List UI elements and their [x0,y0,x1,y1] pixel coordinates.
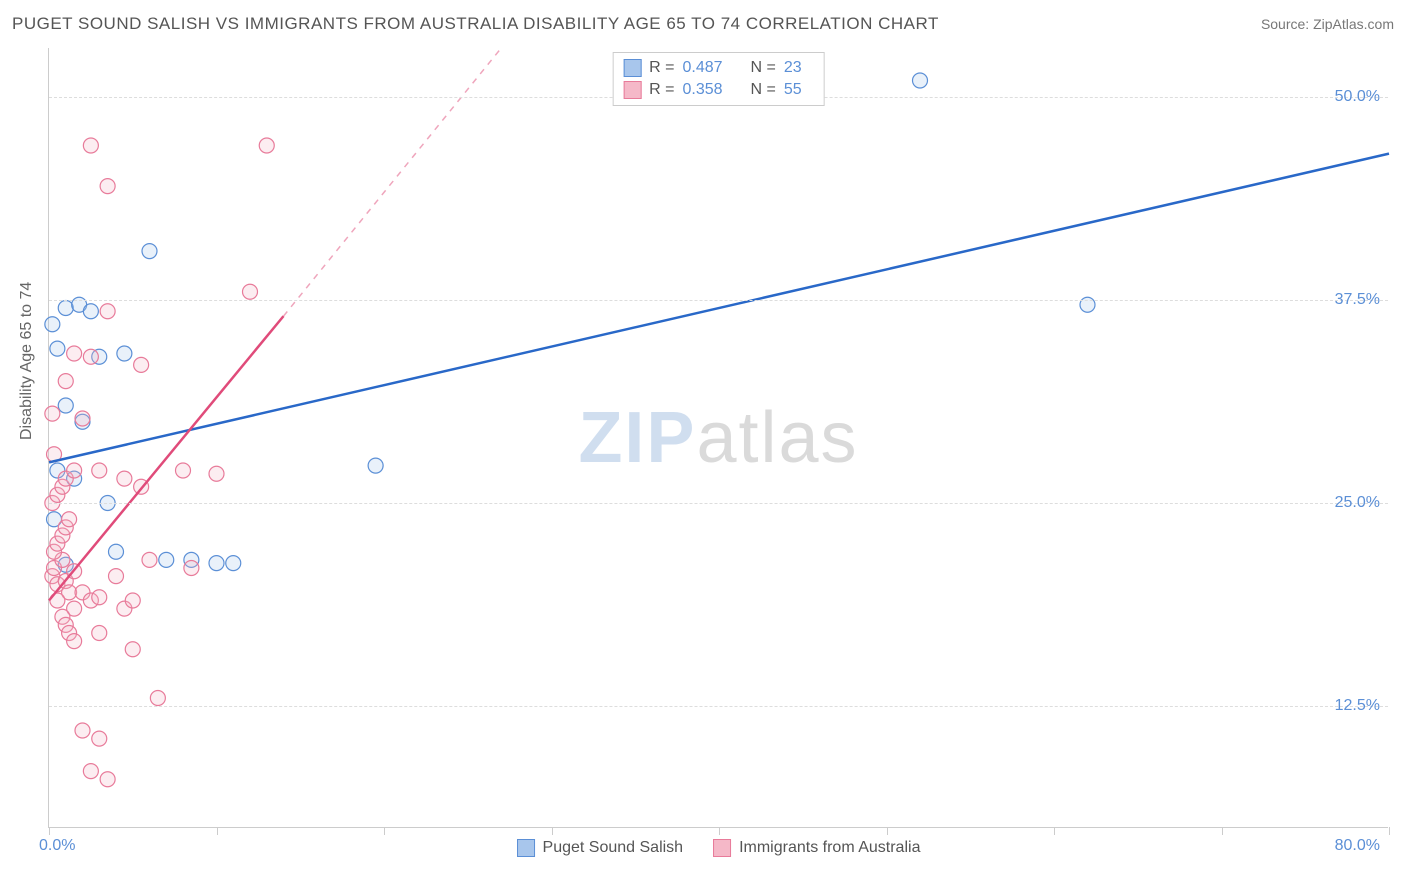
data-point [83,304,98,319]
plot-area: ZIPatlas R = 0.487 N = 23 R = 0.358 N = … [48,48,1388,828]
data-point [913,73,928,88]
x-tick [49,827,50,835]
data-point [184,561,199,576]
y-tick-label: 25.0% [1335,494,1380,512]
legend-item-0: Puget Sound Salish [517,839,684,857]
data-point [125,593,140,608]
chart-title: PUGET SOUND SALISH VS IMMIGRANTS FROM AU… [12,14,939,34]
source-name: ZipAtlas.com [1313,16,1394,32]
x-tick [384,827,385,835]
r-prefix-0: R = [649,59,674,77]
n-prefix-1: N = [751,81,776,99]
source-attribution: Source: ZipAtlas.com [1261,16,1394,32]
x-tick [217,827,218,835]
data-point [243,284,258,299]
r-value-1: 0.358 [683,81,743,99]
data-point [58,301,73,316]
data-point [209,466,224,481]
data-point [159,552,174,567]
series-legend: Puget Sound Salish Immigrants from Austr… [517,839,921,857]
gridline-h [49,503,1388,504]
data-point [67,634,82,649]
legend-swatch-1 [713,839,731,857]
data-point [92,463,107,478]
correlation-row-1: R = 0.358 N = 55 [623,79,814,101]
trend-line-dashed [284,48,502,316]
trend-line [49,154,1389,463]
data-point [50,341,65,356]
data-point [150,691,165,706]
data-point [117,471,132,486]
n-value-1: 55 [784,81,814,99]
data-point [259,138,274,153]
data-point [100,772,115,787]
data-point [75,411,90,426]
x-tick [1222,827,1223,835]
n-prefix-0: N = [751,59,776,77]
gridline-h [49,706,1388,707]
data-point [75,723,90,738]
data-point [109,569,124,584]
data-point [83,138,98,153]
y-tick-label: 12.5% [1335,697,1380,715]
r-value-0: 0.487 [683,59,743,77]
data-point [83,764,98,779]
gridline-h [49,300,1388,301]
chart-svg [49,48,1388,827]
data-point [58,374,73,389]
n-value-0: 23 [784,59,814,77]
x-tick [1389,827,1390,835]
data-point [92,590,107,605]
swatch-series-0 [623,59,641,77]
data-point [45,406,60,421]
data-point [62,512,77,527]
data-point [226,556,241,571]
data-point [58,398,73,413]
legend-swatch-0 [517,839,535,857]
x-tick [1054,827,1055,835]
correlation-row-0: R = 0.487 N = 23 [623,57,814,79]
y-tick-label: 50.0% [1335,88,1380,106]
data-point [117,346,132,361]
r-prefix-1: R = [649,81,674,99]
data-point [134,357,149,372]
legend-label-1: Immigrants from Australia [739,839,920,857]
x-tick [887,827,888,835]
data-point [92,731,107,746]
data-point [67,346,82,361]
data-point [368,458,383,473]
x-tick [719,827,720,835]
x-tick [552,827,553,835]
data-point [100,179,115,194]
data-point [100,304,115,319]
correlation-legend: R = 0.487 N = 23 R = 0.358 N = 55 [612,52,825,106]
swatch-series-1 [623,81,641,99]
data-point [109,544,124,559]
data-point [209,556,224,571]
data-point [142,552,157,567]
data-point [176,463,191,478]
data-point [125,642,140,657]
chart-header: PUGET SOUND SALISH VS IMMIGRANTS FROM AU… [12,14,1394,34]
source-prefix: Source: [1261,16,1313,32]
y-axis-title: Disability Age 65 to 74 [18,282,36,440]
x-min-label: 0.0% [39,837,75,855]
x-max-label: 80.0% [1335,837,1380,855]
legend-label-0: Puget Sound Salish [543,839,684,857]
y-tick-label: 37.5% [1335,291,1380,309]
data-point [92,626,107,641]
legend-item-1: Immigrants from Australia [713,839,920,857]
data-point [83,349,98,364]
data-point [67,463,82,478]
data-point [142,244,157,259]
data-point [45,317,60,332]
